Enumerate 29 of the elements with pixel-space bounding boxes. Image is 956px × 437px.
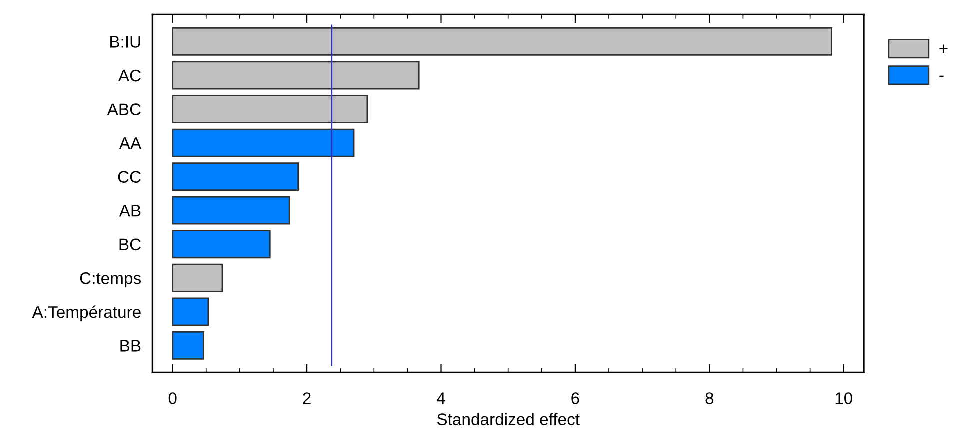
x-tick-label: 4	[436, 392, 446, 404]
bar	[172, 230, 271, 259]
legend-label: +	[940, 44, 948, 53]
y-tick-label: B:IU	[110, 36, 140, 48]
y-tick-label: BC	[120, 238, 141, 251]
y-tick-label: BB	[120, 340, 141, 352]
y-tick-label: C:temps	[80, 272, 141, 288]
x-tick-label: 8	[706, 392, 714, 404]
bar	[172, 162, 300, 192]
y-tick-label: CC	[118, 171, 141, 184]
x-tick-label: 2	[303, 392, 311, 404]
y-tick-label: AC	[118, 70, 141, 82]
x-tick-label: 10	[836, 392, 852, 404]
bar	[172, 61, 420, 90]
y-tick-label: AB	[119, 205, 141, 217]
bar	[172, 298, 210, 326]
bar	[172, 264, 224, 292]
bar	[172, 196, 290, 225]
x-axis-title: Standardized effect	[437, 413, 580, 426]
bar	[172, 128, 355, 158]
bar	[172, 95, 368, 124]
y-tick-label: A:Température	[32, 306, 141, 322]
y-tick-label: ABC	[107, 104, 141, 116]
bar	[172, 28, 832, 56]
legend-label: -	[940, 76, 944, 78]
y-tick-label: AA	[119, 138, 142, 150]
bar	[172, 331, 204, 360]
x-tick-label: 6	[572, 392, 580, 404]
x-tick-label: 0	[168, 392, 177, 404]
